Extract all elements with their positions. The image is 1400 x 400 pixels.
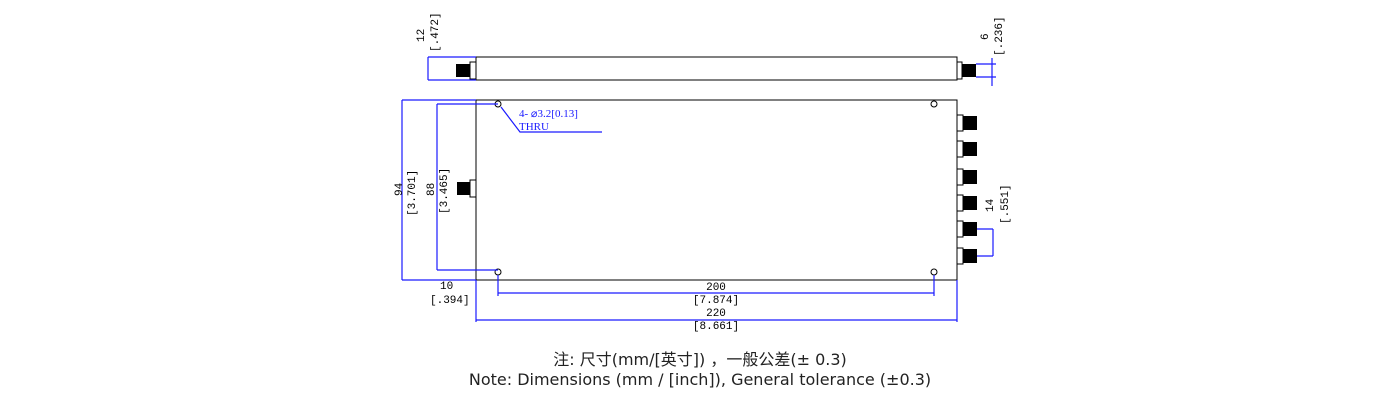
connector-height-mm: 6 — [980, 33, 992, 40]
height-inch: [3.701] — [407, 170, 419, 216]
input-connector-top — [456, 64, 470, 77]
port-pitch-inch: [.551] — [1000, 184, 1012, 224]
hole-spacing-h-mm: 200 — [706, 282, 726, 294]
top-view — [427, 56, 996, 86]
output-connectors — [956, 114, 977, 265]
note-chinese: 注: 尺寸(mm/[英寸]) ，一般公差(± 0.3) — [553, 350, 847, 369]
note-english: Note: Dimensions (mm / [inch]), General … — [468, 370, 932, 389]
length-mm: 220 — [706, 308, 726, 320]
hole-callout-thru: THRU — [519, 121, 549, 133]
thickness-inch: [.472] — [430, 12, 442, 52]
hole-spacing-v-inch: [3.465] — [439, 168, 451, 214]
hole-callout-size: 4- ⌀3.2[0.13] — [519, 108, 578, 120]
connector-height-inch: [.236] — [994, 16, 1006, 56]
thickness-mm: 12 — [416, 29, 428, 42]
mounting-hole — [930, 268, 938, 276]
hole-spacing-h-inch: [7.874] — [693, 295, 739, 307]
port-pitch-mm: 14 — [985, 198, 997, 212]
mounting-hole — [930, 100, 938, 108]
hole-offset-mm: 10 — [440, 281, 453, 293]
front-view — [401, 99, 994, 322]
hole-spacing-v-mm: 88 — [426, 183, 438, 196]
input-connector — [457, 182, 470, 195]
output-connector-top — [962, 64, 976, 77]
hole-offset-inch: [.394] — [430, 295, 470, 307]
length-inch: [8.661] — [693, 321, 739, 333]
height-mm: 94 — [394, 182, 406, 196]
